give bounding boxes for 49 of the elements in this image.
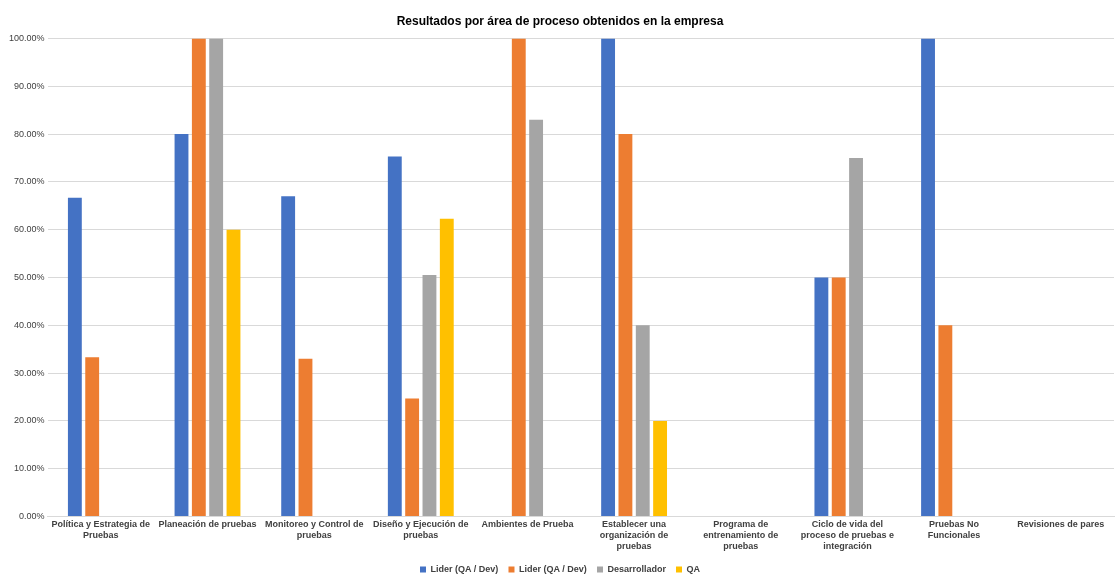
- bar: [191, 38, 206, 517]
- bar: [174, 134, 189, 517]
- bar: [405, 398, 420, 517]
- y-tick-label: 50.00%: [14, 271, 45, 282]
- bar: [831, 277, 846, 517]
- bar: [635, 325, 650, 517]
- bar: [938, 325, 953, 517]
- legend-label: QA: [686, 563, 701, 574]
- bar: [281, 196, 296, 517]
- x-tick-label: Pruebas No Funcionales: [927, 519, 981, 541]
- bar: [618, 134, 633, 517]
- y-tick-label: 40.00%: [14, 319, 45, 330]
- x-tick-label: Ambientes de Prueba: [481, 519, 575, 530]
- bar: [439, 218, 454, 517]
- bar: [653, 420, 668, 517]
- bar: [298, 358, 313, 517]
- bar: [85, 357, 100, 517]
- bar: [601, 38, 616, 517]
- chart-title: Resultados por área de proceso obtenidos en la empresa: [396, 13, 724, 28]
- legend-label: Desarrollador: [607, 563, 667, 574]
- x-tick-label: Política y Estrategia de Pruebas: [51, 519, 151, 541]
- y-tick-label: 100.00%: [9, 32, 45, 43]
- x-tick-label: Establecer una organización de pruebas: [599, 519, 669, 552]
- bar: [814, 277, 829, 517]
- bar: [921, 38, 935, 517]
- bar: [529, 119, 544, 517]
- bar: [849, 157, 863, 517]
- bar: [209, 38, 224, 517]
- y-tick-label: 60.00%: [14, 224, 45, 235]
- y-tick-label: 20.00%: [14, 415, 45, 426]
- bar: [511, 38, 526, 517]
- x-tick-label: Monitoreo y Control de pruebas: [264, 519, 364, 541]
- y-tick-label: 80.00%: [14, 128, 45, 139]
- y-tick-label: 10.00%: [14, 463, 45, 474]
- y-tick-label: 30.00%: [14, 367, 45, 378]
- legend-label: Lider (QA / Dev): [518, 563, 587, 574]
- legend-label: Lider (QA / Dev): [430, 563, 499, 574]
- x-tick-label: Programa de entrenamiento de pruebas: [703, 519, 779, 552]
- bar: [422, 275, 437, 517]
- y-tick-label: 90.00%: [14, 80, 45, 91]
- y-tick-label: 0.00%: [19, 511, 45, 522]
- bar: [226, 229, 241, 517]
- x-tick-label: Diseño y Ejecución de pruebas: [373, 519, 469, 541]
- y-tick-label: 70.00%: [14, 176, 45, 187]
- x-tick-label: Ciclo de vida del proceso de pruebas e integración: [800, 519, 894, 552]
- bar: [67, 197, 82, 517]
- x-tick-label: Revisiones de pares: [1017, 519, 1105, 530]
- bar: [387, 156, 402, 517]
- x-tick-label: Planeación de pruebas: [158, 519, 257, 530]
